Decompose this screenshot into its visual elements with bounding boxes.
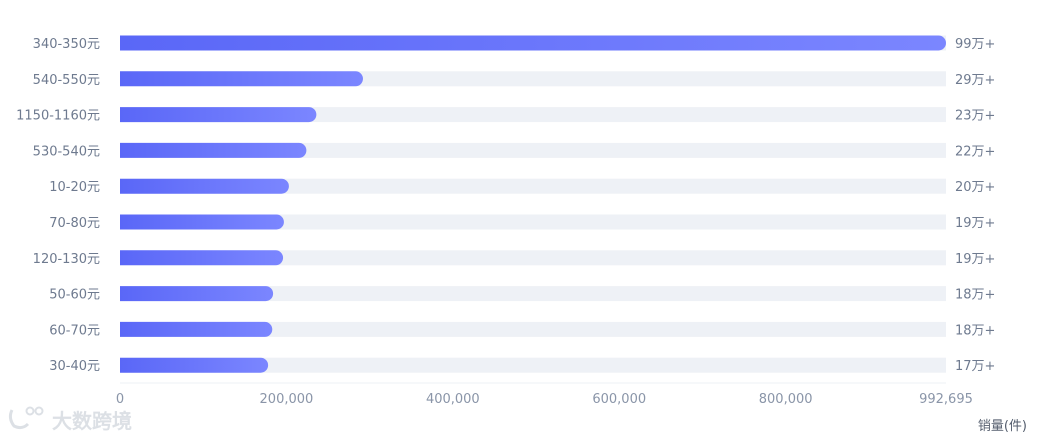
bar-track	[120, 286, 946, 302]
category-label: 70-80元	[49, 216, 100, 231]
value-label: 20万+	[955, 180, 995, 195]
bar[interactable]	[120, 321, 273, 337]
value-label: 22万+	[955, 144, 995, 159]
bar[interactable]	[120, 178, 289, 194]
logo-dot-icon	[25, 406, 35, 416]
x-tick-label: 400,000	[426, 392, 480, 407]
logo-mark-icon	[8, 409, 30, 430]
bar-track	[120, 214, 946, 230]
bar-track	[120, 321, 946, 337]
bar[interactable]	[120, 214, 284, 230]
x-tick-label: 992,695	[919, 392, 973, 407]
bar[interactable]	[120, 286, 274, 302]
x-axis-title: 销量(件)	[978, 419, 1027, 434]
category-label: 60-70元	[49, 323, 100, 338]
logo-dot-icon	[34, 406, 44, 416]
value-label: 18万+	[955, 323, 995, 338]
value-label: 23万+	[955, 109, 995, 124]
category-label: 340-350元	[33, 37, 100, 52]
category-label: 1150-1160元	[16, 109, 100, 124]
value-label: 17万+	[955, 359, 995, 374]
bar-track	[120, 178, 946, 194]
bar[interactable]	[120, 357, 269, 373]
category-label: 30-40元	[49, 359, 100, 374]
value-label: 99万+	[955, 37, 995, 52]
watermark-logo: 大数跨境	[8, 406, 132, 433]
bar[interactable]	[120, 250, 284, 266]
category-label: 50-60元	[49, 288, 100, 303]
bar[interactable]	[120, 107, 317, 123]
value-label: 19万+	[955, 216, 995, 231]
bar-track	[120, 250, 946, 266]
x-tick-label: 0	[116, 392, 124, 407]
x-tick-label: 800,000	[759, 392, 813, 407]
value-label: 18万+	[955, 288, 995, 303]
category-label: 120-130元	[33, 252, 100, 267]
x-tick-label: 600,000	[592, 392, 646, 407]
value-label: 19万+	[955, 252, 995, 267]
bar-track	[120, 142, 946, 158]
bar[interactable]	[120, 35, 947, 51]
watermark-text: 大数跨境	[52, 409, 132, 433]
x-tick-label: 200,000	[260, 392, 314, 407]
bar[interactable]	[120, 142, 307, 158]
category-label: 10-20元	[49, 180, 100, 195]
category-label: 540-550元	[33, 73, 100, 88]
bar[interactable]	[120, 71, 363, 87]
bar-track	[120, 357, 946, 373]
category-label: 530-540元	[33, 144, 100, 159]
bar-track	[120, 107, 946, 123]
value-label: 29万+	[955, 73, 995, 88]
